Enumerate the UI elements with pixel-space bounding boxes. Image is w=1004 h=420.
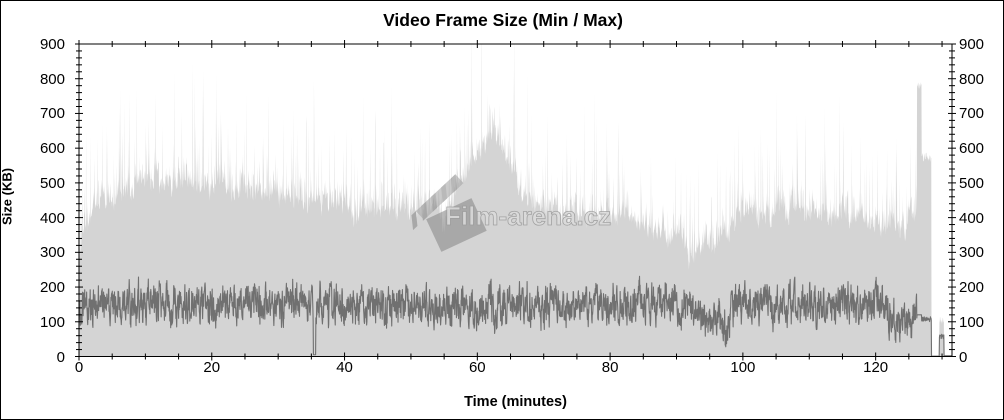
svg-text:Film-arena.cz: Film-arena.cz bbox=[445, 201, 611, 231]
